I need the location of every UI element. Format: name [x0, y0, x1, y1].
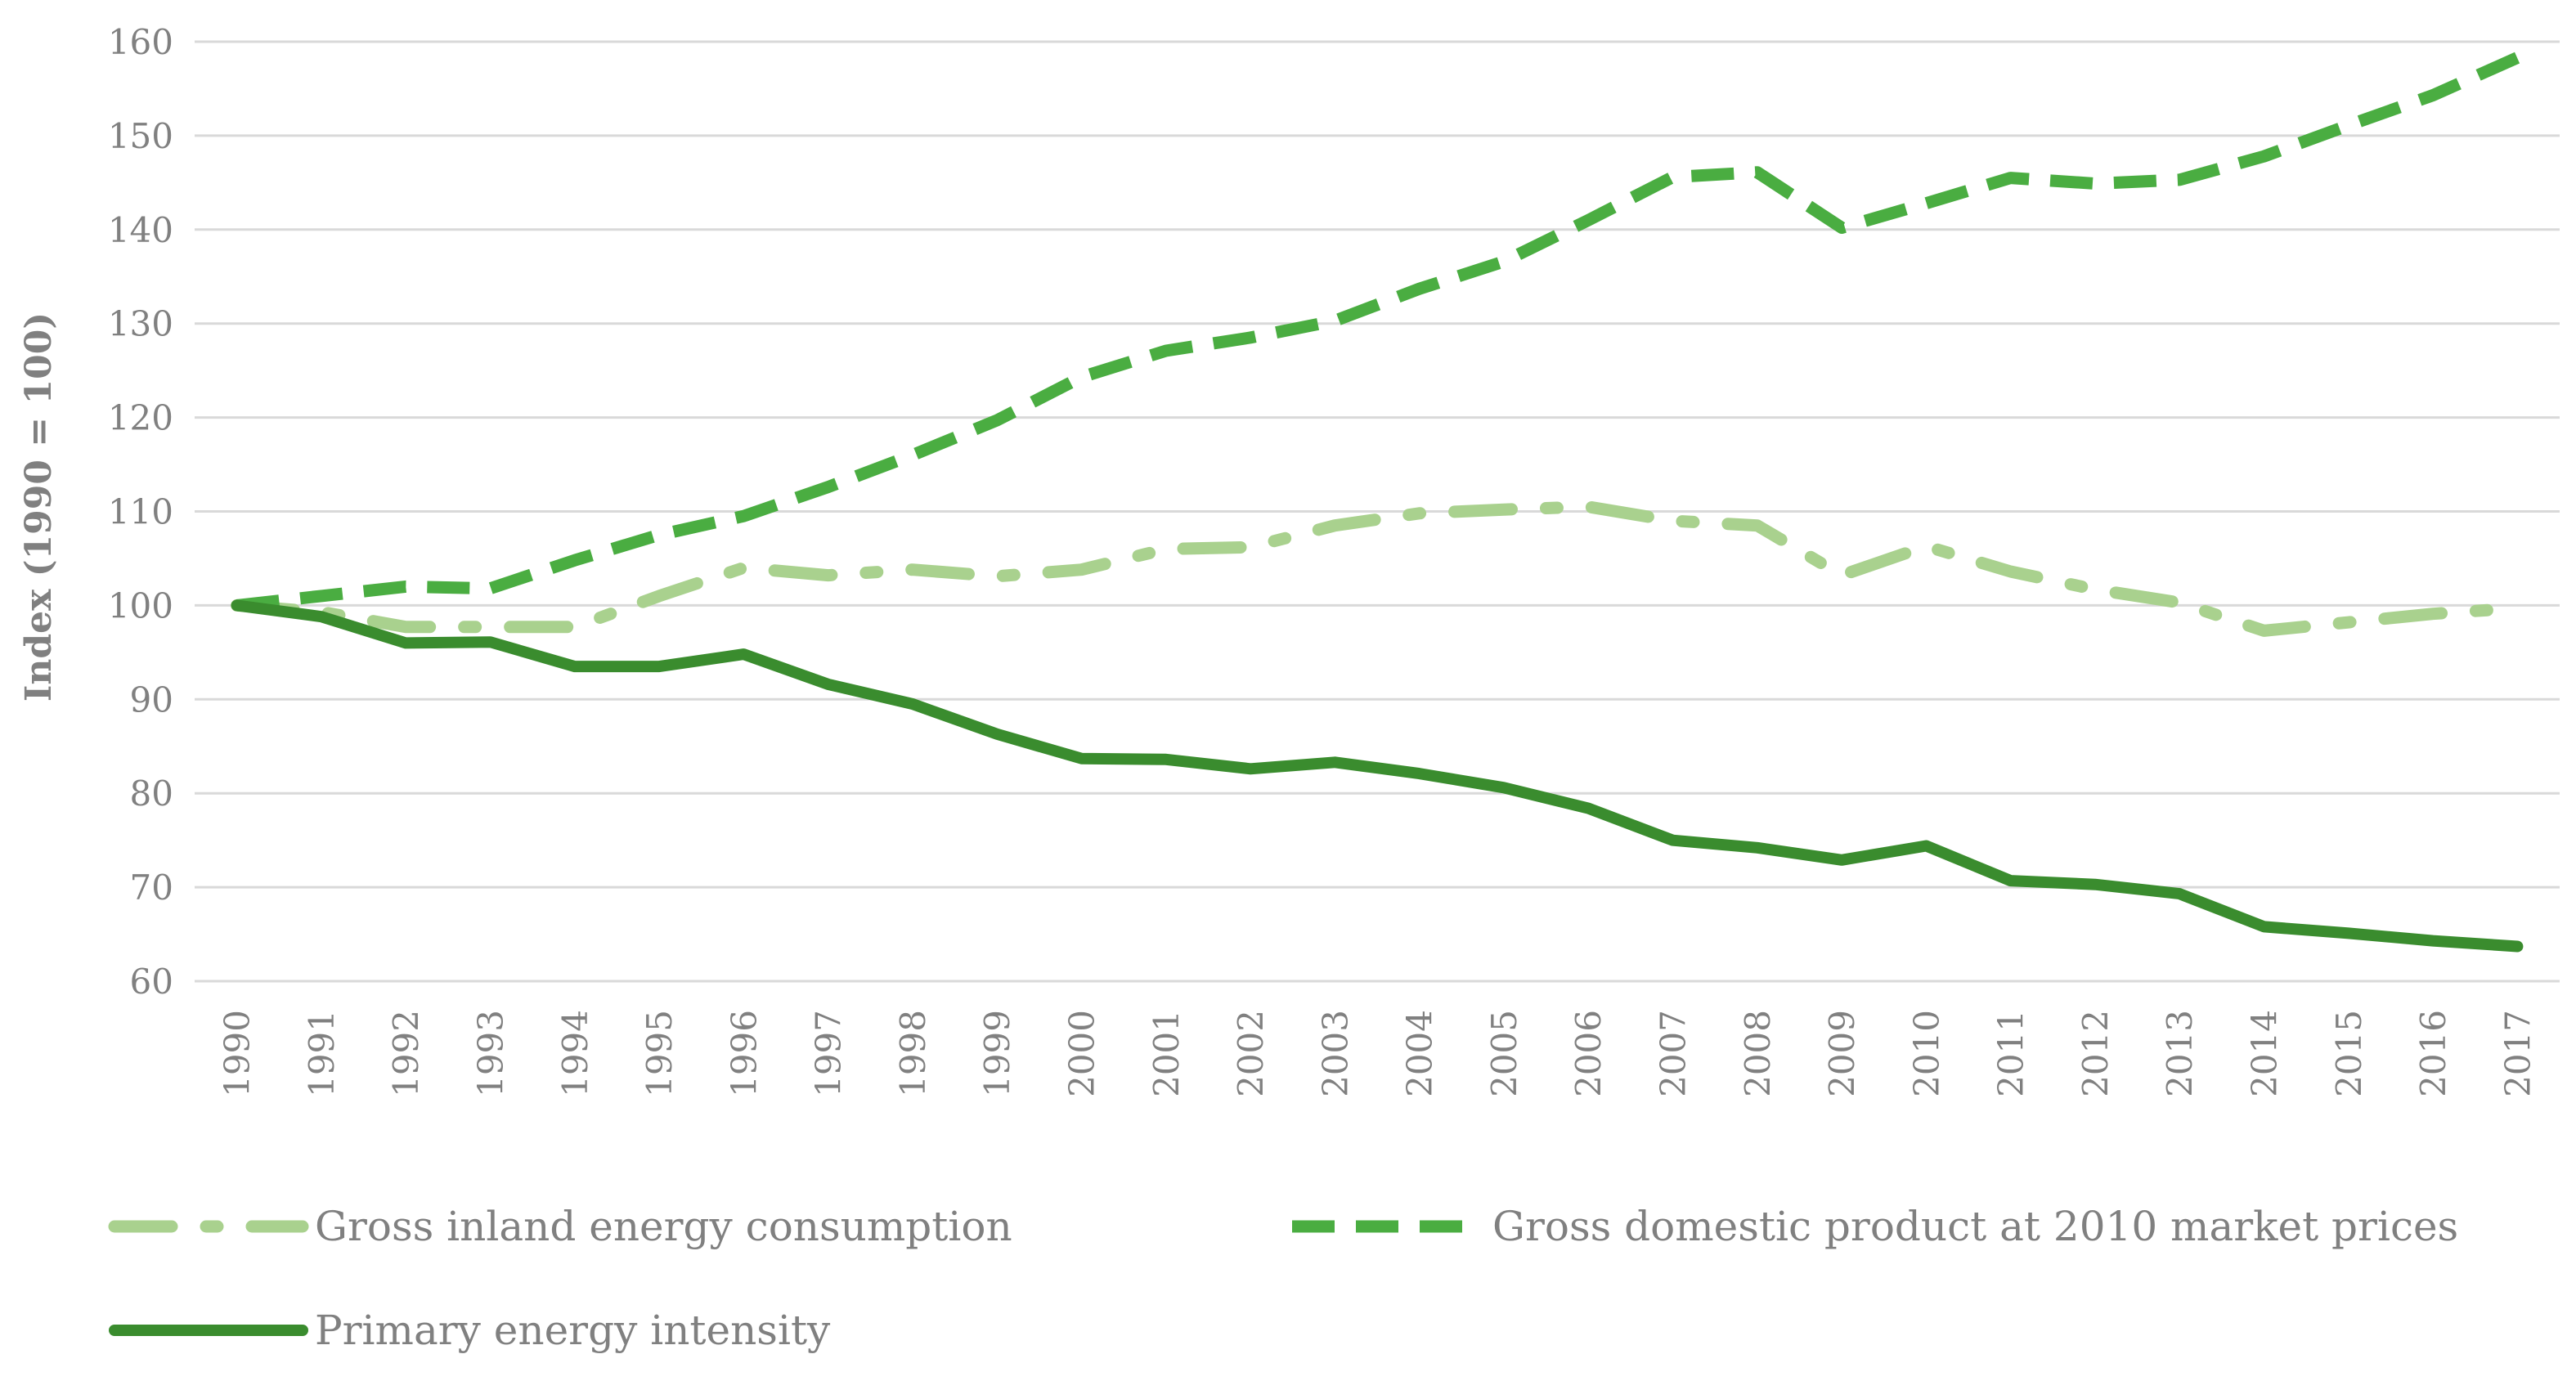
x-tick-label: 2013	[2160, 1010, 2200, 1097]
series-line-1	[231, 500, 2524, 637]
y-tick-label: 100	[108, 585, 173, 625]
x-tick-label: 2005	[1484, 1010, 1524, 1097]
legend-label-1: Gross inland energy consumption	[315, 1203, 1012, 1250]
y-tick-label: 80	[130, 773, 173, 814]
y-tick-label: 120	[108, 398, 173, 438]
y-tick-label: 90	[130, 679, 173, 720]
x-tick-label: 2007	[1654, 1010, 1694, 1097]
x-tick-label: 1991	[302, 1010, 342, 1097]
y-tick-label: 70	[130, 868, 173, 908]
x-axis-ticks: 1990 1991 1992 1993 1994 1995 1996 1997 1998 1999…	[218, 1010, 2538, 1097]
x-tick-label: 1994	[555, 1010, 595, 1097]
x-tick-label: 2006	[1568, 1010, 1609, 1097]
legend-label-3: Primary energy intensity	[315, 1307, 831, 1354]
gridlines	[195, 40, 2560, 983]
y-tick-label: 110	[108, 492, 173, 532]
y-axis-ticks: 60 70 80 90 100 110 120 130 140 150 160	[108, 22, 173, 1002]
y-tick-label: 60	[130, 962, 173, 1002]
y-tick-label: 130	[108, 304, 173, 344]
x-tick-label: 1997	[809, 1010, 849, 1097]
x-tick-label: 2009	[1822, 1010, 1862, 1097]
x-tick-label: 2003	[1315, 1010, 1355, 1097]
legend-label-2: Gross domestic product at 2010 market pr…	[1492, 1203, 2458, 1250]
series-line-3	[231, 599, 2524, 953]
y-tick-label: 160	[108, 22, 173, 62]
x-tick-label: 2002	[1231, 1010, 1271, 1097]
series-lines	[231, 52, 2524, 953]
x-tick-label: 2004	[1400, 1010, 1440, 1097]
y-tick-label: 140	[108, 210, 173, 250]
legend: Gross inland energy consumption Gross dom…	[108, 1203, 2458, 1354]
series-line-2	[236, 52, 2520, 612]
x-tick-label: 1996	[724, 1010, 764, 1097]
x-tick-label: 2015	[2329, 1010, 2369, 1097]
y-tick-label: 150	[108, 116, 173, 156]
x-tick-label: 2012	[2076, 1010, 2116, 1097]
x-tick-label: 2017	[2497, 1010, 2538, 1097]
x-tick-label: 1995	[640, 1010, 680, 1097]
x-tick-label: 1990	[218, 1010, 258, 1097]
x-tick-label: 1998	[893, 1010, 933, 1097]
y-axis-title: Index (1990 = 100)	[18, 312, 60, 702]
x-tick-label: 2001	[1147, 1010, 1187, 1097]
x-tick-label: 2010	[1906, 1010, 1946, 1097]
x-tick-label: 2000	[1062, 1010, 1102, 1097]
x-tick-label: 2014	[2245, 1010, 2285, 1097]
x-tick-label: 2016	[2413, 1010, 2453, 1097]
x-tick-label: 2008	[1738, 1010, 1778, 1097]
x-tick-label: 1992	[386, 1010, 426, 1097]
x-tick-label: 1999	[977, 1010, 1017, 1097]
x-tick-label: 2011	[1991, 1010, 2031, 1097]
x-tick-label: 1993	[471, 1010, 511, 1097]
